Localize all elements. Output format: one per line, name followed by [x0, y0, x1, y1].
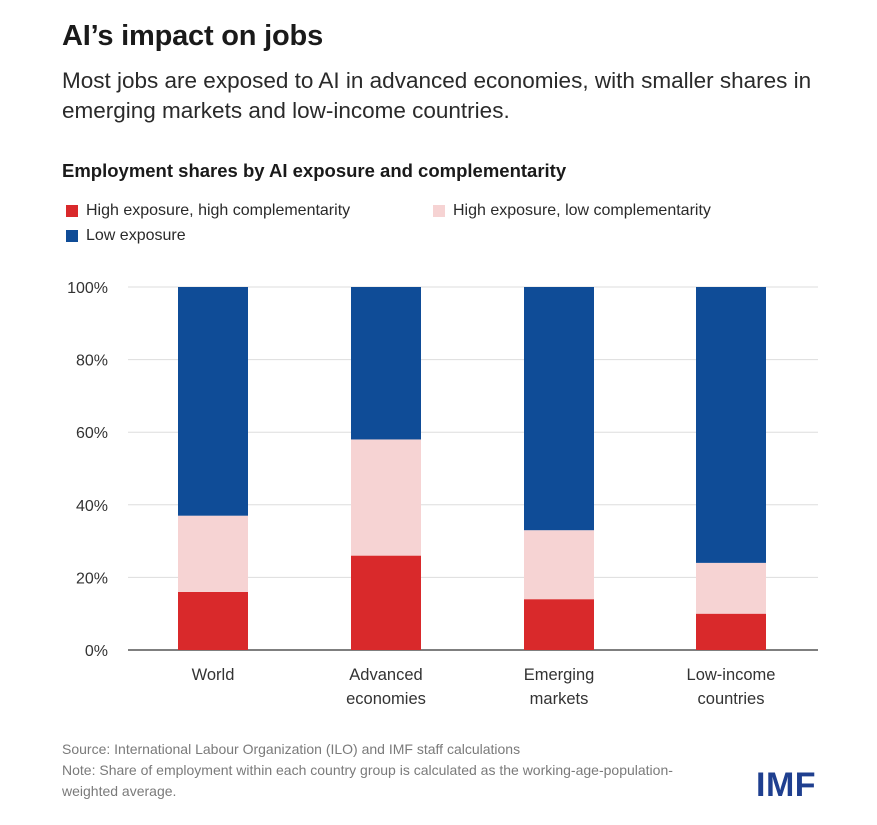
legend-item-high-low: High exposure, low complementarity — [433, 202, 711, 220]
chart-title: Employment shares by AI exposure and com… — [62, 160, 567, 181]
bar-segment-high-high — [696, 613, 766, 650]
chart-footer: Source: International Labour Organizatio… — [62, 739, 722, 802]
source-note: Source: International Labour Organizatio… — [62, 741, 521, 757]
bar-segment-high-low — [524, 530, 594, 600]
page-subtitle: Most jobs are exposed to AI in advanced … — [62, 68, 812, 123]
bar-segment-low-exposure — [178, 287, 248, 516]
y-tick-label: 80% — [76, 353, 108, 370]
bar-segment-high-low — [351, 439, 421, 556]
bar-segment-high-low — [178, 515, 248, 592]
bar-segment-low-exposure — [351, 287, 421, 440]
x-tick-label: Low-income — [687, 666, 776, 684]
bar-segment-low-exposure — [696, 287, 766, 563]
y-tick-label: 20% — [76, 570, 108, 587]
bar-segment-high-high — [524, 599, 594, 650]
legend-swatch-high-high — [66, 205, 78, 217]
imf-logo: IMF — [756, 766, 817, 804]
bar-segment-high-high — [351, 555, 421, 650]
x-tick-label: economies — [346, 690, 426, 708]
bar-segment-high-high — [178, 591, 248, 650]
y-tick-label: 60% — [76, 425, 108, 442]
bar-segment-high-low — [696, 562, 766, 614]
legend-label-low-exposure: Low exposure — [86, 227, 186, 244]
legend-item-high-high: High exposure, high complementarity — [66, 202, 350, 220]
x-tick-label: countries — [698, 690, 765, 708]
bar-segment-low-exposure — [524, 287, 594, 531]
x-tick-label: World — [192, 666, 235, 684]
legend-label-high-low: High exposure, low complementarity — [453, 202, 711, 219]
x-tick-label: markets — [530, 690, 589, 708]
legend-item-low-exposure: Low exposure — [66, 227, 186, 245]
methodology-note: Note: Share of employment within each co… — [62, 762, 673, 799]
y-tick-label: 0% — [85, 643, 108, 660]
legend-label-high-high: High exposure, high complementarity — [86, 202, 351, 219]
page-title: AI’s impact on jobs — [62, 20, 323, 52]
stacked-bar-chart: 0% 20% 40% 60% 80% 100% World Advanced economies… — [67, 280, 818, 708]
legend-swatch-low-exposure — [66, 230, 78, 242]
legend-swatch-high-low — [433, 205, 445, 217]
y-tick-label: 40% — [76, 498, 108, 515]
x-tick-label: Advanced — [349, 666, 422, 684]
x-tick-label: Emerging — [524, 666, 595, 684]
y-tick-label: 100% — [67, 280, 108, 297]
